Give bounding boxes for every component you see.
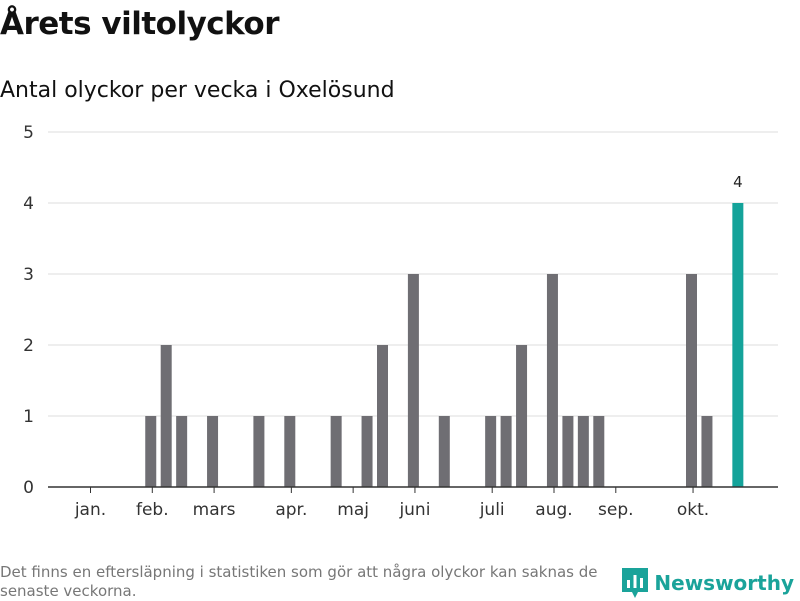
bar-week-24	[438, 416, 450, 487]
chart-title: Årets viltolyckor	[0, 6, 280, 42]
y-tick-label-2: 2	[23, 336, 34, 356]
bar-week-27	[485, 416, 497, 487]
bar-week-9	[207, 416, 219, 487]
bar-chart: 0 1 2 3 4 5 jan. feb. mars apr. maj juni juli aug. se…	[23, 123, 778, 520]
data-label-highlight: 4	[733, 173, 743, 191]
x-tick-label-sep.: sep.	[598, 500, 634, 520]
y-axis-ticks: 0 1 2 3 4 5	[23, 123, 34, 498]
bar-week-5	[145, 416, 157, 487]
bar-week-14	[284, 416, 296, 487]
bar-week-33	[577, 416, 589, 487]
bar-week-31	[546, 274, 558, 487]
y-tick-label-3: 3	[23, 265, 34, 285]
bar-week-40	[686, 274, 697, 487]
x-axis-ticks: jan. feb. mars apr. maj juni juli aug. sep. okt.	[74, 487, 709, 520]
bar-week-32	[562, 416, 574, 487]
bar-week-28	[500, 416, 512, 487]
bar-week-34	[593, 416, 605, 487]
x-tick-label-okt.: okt.	[677, 500, 709, 520]
bar-week-12	[253, 416, 265, 487]
y-tick-label-1: 1	[23, 407, 34, 427]
bar-week-29	[516, 345, 528, 487]
y-tick-label-5: 5	[23, 123, 34, 143]
x-tick-label-juni: juni	[398, 500, 430, 520]
bar-week-41	[701, 416, 713, 487]
bar-week-19	[361, 416, 373, 487]
x-tick-label-jan.: jan.	[74, 500, 106, 520]
bar-week-6	[160, 345, 172, 487]
y-tick-label-0: 0	[23, 478, 34, 498]
newsworthy-logo-icon	[622, 568, 649, 598]
x-tick-label-mars: mars	[193, 500, 236, 520]
x-tick-label-aug.: aug.	[535, 500, 572, 520]
chart-subtitle: Antal olyckor per vecka i Oxelösund	[0, 78, 395, 103]
y-tick-label-4: 4	[23, 194, 34, 214]
brand-name: Newsworthy	[654, 571, 794, 595]
bars	[145, 203, 744, 487]
data-labels: 4	[733, 173, 743, 191]
footnote: Det finns en eftersläpning i statistiken…	[0, 563, 598, 600]
bar-week-7	[176, 416, 188, 487]
bar-week-22	[407, 274, 419, 487]
x-tick-label-juli: juli	[479, 500, 505, 520]
bar-week-17	[330, 416, 342, 487]
bar-highlight-week-43	[732, 203, 744, 487]
x-tick-label-feb.: feb.	[136, 500, 169, 520]
x-tick-label-maj: maj	[337, 500, 369, 520]
brand-logo-group: Newsworthy	[622, 568, 794, 598]
x-tick-label-apr.: apr.	[275, 500, 307, 520]
bar-week-20	[377, 345, 388, 487]
